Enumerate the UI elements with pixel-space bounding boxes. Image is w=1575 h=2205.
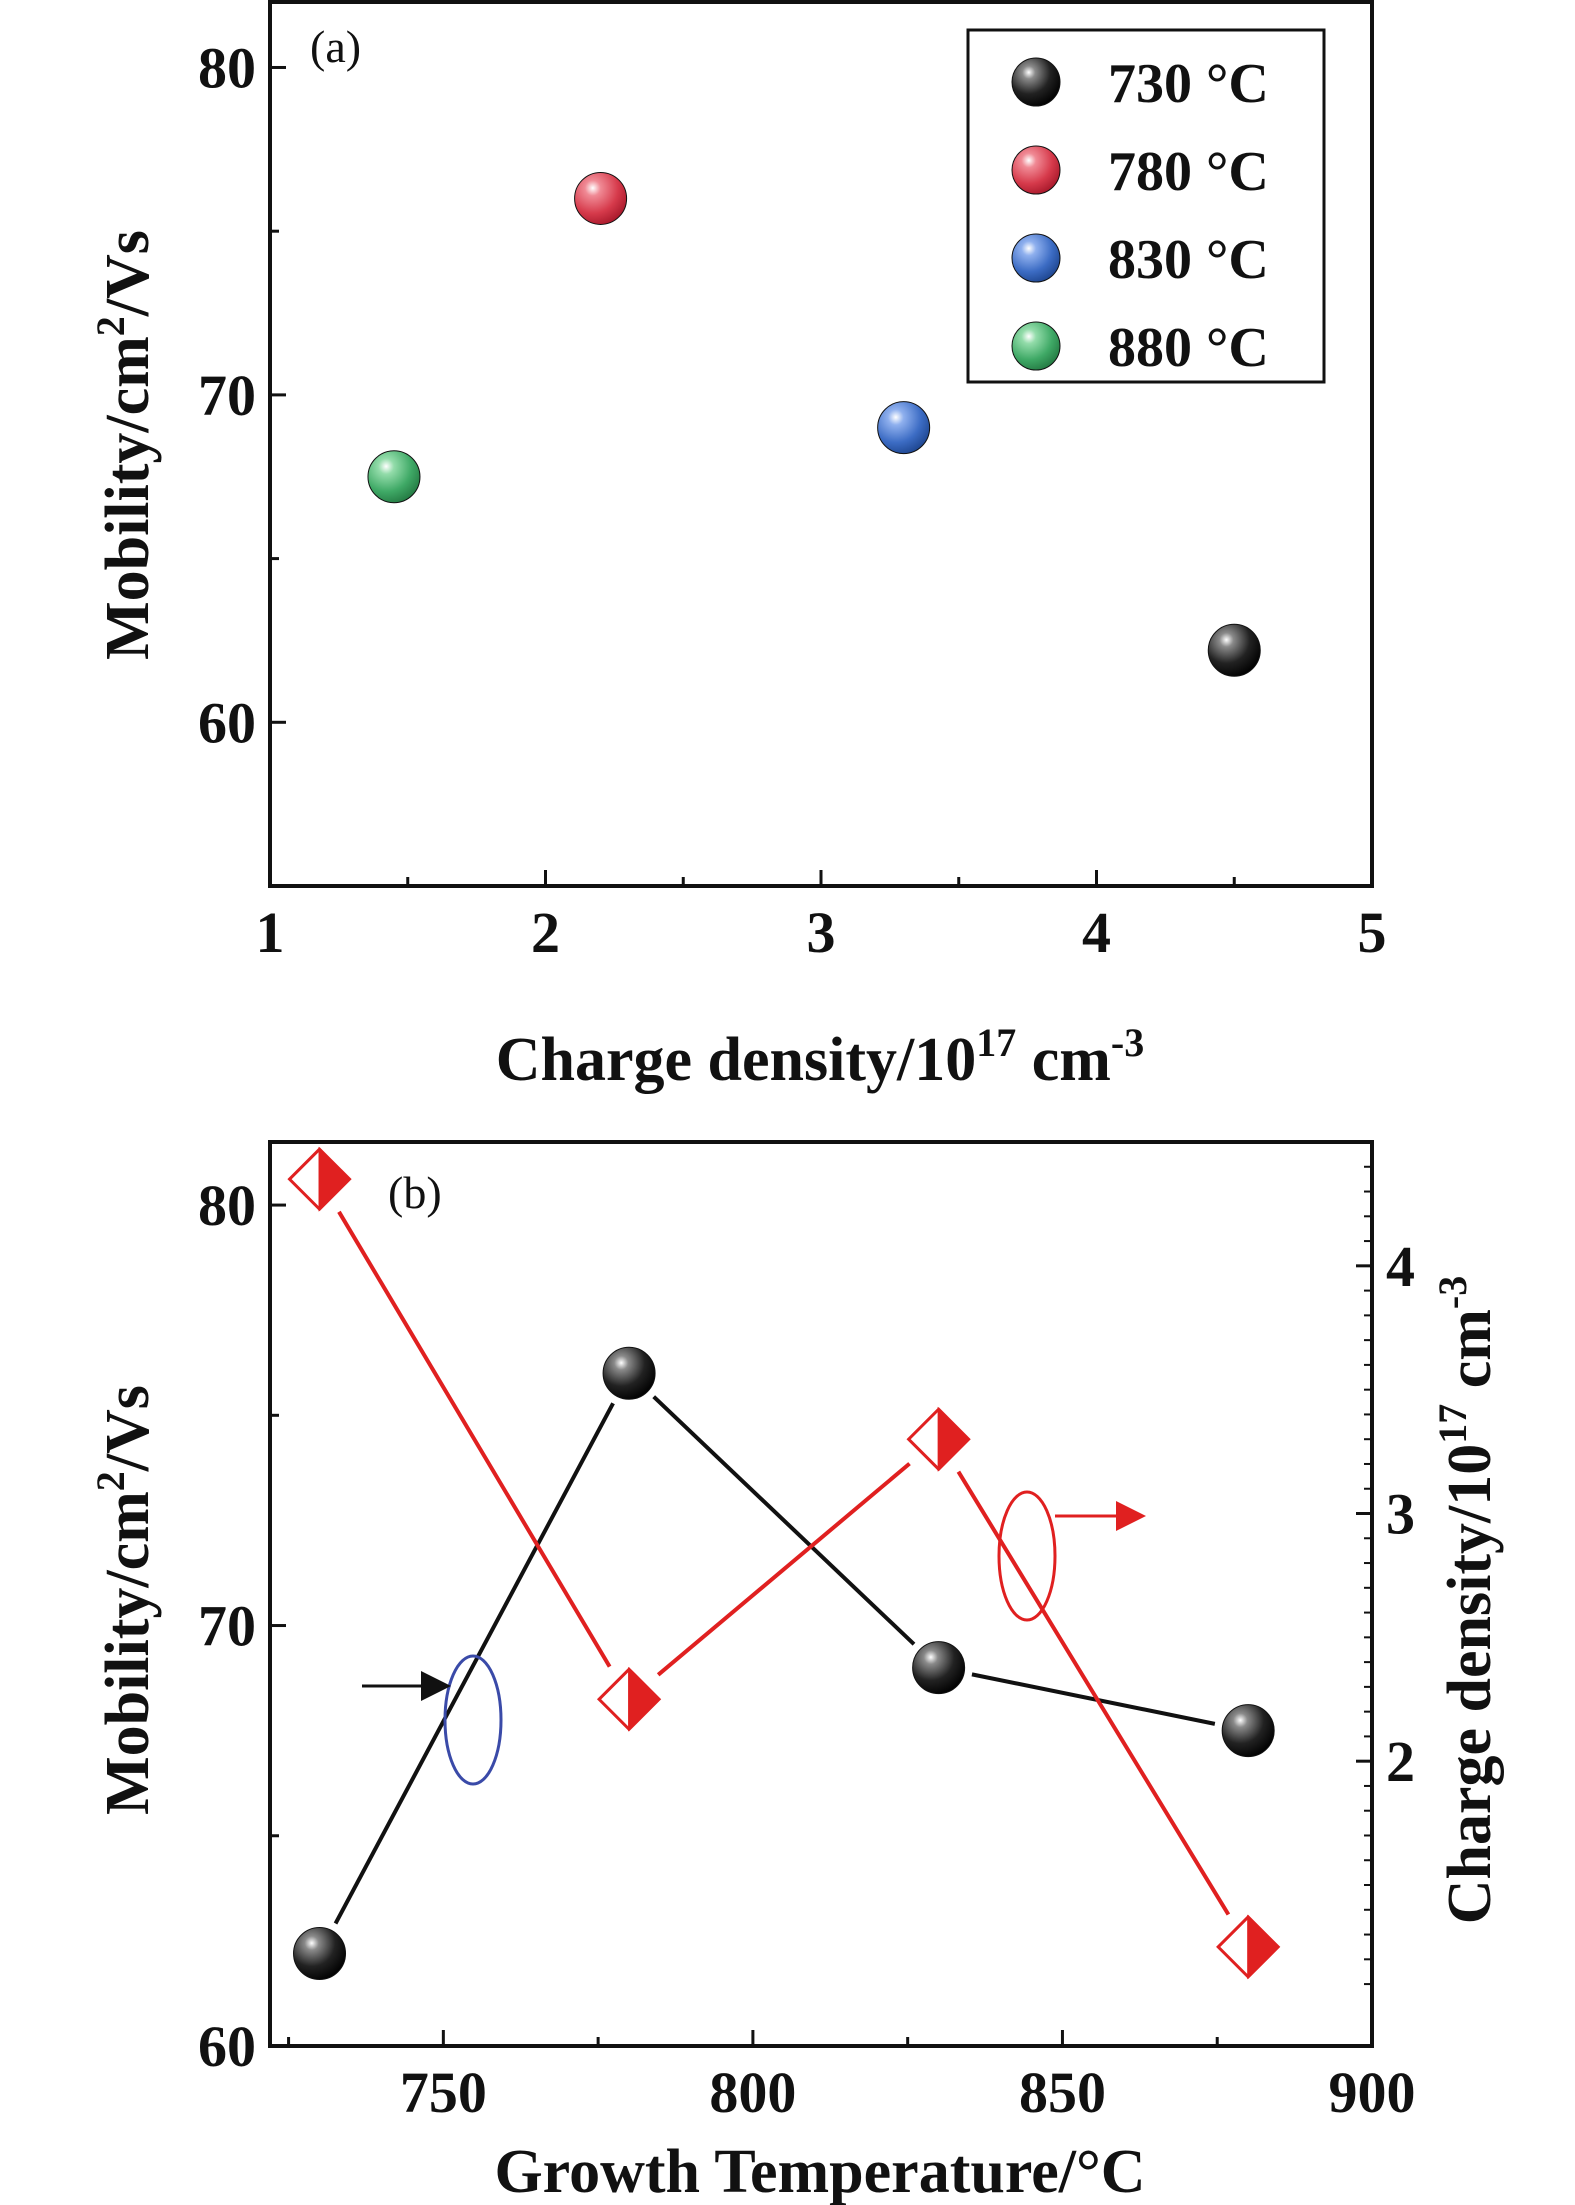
y-right-tick-label-b: 2 [1386,1729,1415,1794]
x-tick-label-b: 750 [400,2060,487,2125]
plot-frame-b [268,1140,1374,2048]
x-tick-label-a: 5 [1358,900,1387,965]
legend-marker-a [1011,145,1061,195]
x-tick-label-a: 4 [1082,900,1111,965]
legend-marker-a [1011,233,1061,283]
x-axis-title-a-sup: 17 [976,1020,1016,1065]
y-tick-label-a: 70 [198,363,256,428]
series-line-b-2 [337,1210,612,1668]
y-axis-right-title-b: Charge density/1017 cm-3 [1430,1276,1504,1925]
panel-b: (b) 750 800 850 900 60 70 80 2 3 4 Growth Tempe… [88,1140,1504,2205]
x-tick-label-b: 850 [1019,2060,1106,2125]
y-axis-right-title-b-unit: cm [1436,1309,1504,1404]
legend-label-a: 780 °C [1108,141,1269,203]
series-line-b-1 [333,1402,615,1925]
data-point-mobility-b [602,1346,656,1400]
y-axis-ticks-a: 60 70 80 [198,35,286,755]
y-tick-label-a: 80 [198,35,256,100]
diamond-fill [937,1406,971,1472]
legend-marker-a [1011,57,1061,107]
left-axis-indicator [362,1654,503,1786]
x-axis-title-a-unit: cm [1016,1026,1111,1094]
data-point-a [574,171,628,225]
legend-a: 730 °C 780 °C 830 °C 880 °C [966,28,1326,384]
x-axis-ticks-b: 750 800 850 900 [287,2030,1416,2125]
right-axis-indicator [997,1490,1146,1622]
x-tick-label-a: 1 [256,900,285,965]
legend-label-a: 880 °C [1108,317,1269,379]
series-line-b-1 [971,1672,1216,1726]
x-axis-ticks-a: 1 2 3 4 5 [256,870,1387,965]
data-point-mobility-b [293,1926,347,1980]
x-axis-title-a-base: Charge density/10 [496,1026,977,1094]
series-line-b-2 [656,1462,911,1677]
x-axis-title-a-unit-sup: -3 [1111,1020,1144,1065]
diamond-fill [628,1666,661,1732]
diamond-fill [318,1146,351,1212]
y-axis-right-title-b-unit-sup: -3 [1430,1276,1475,1309]
data-point-a [1207,623,1261,677]
y-axis-left-title-b-base: Mobility/cm [94,1491,162,1815]
x-axis-title-b: Growth Temperature/°C [494,2138,1145,2205]
y-axis-left-title-b-sup: 2 [88,1471,133,1491]
series-b [287,1146,1281,1980]
y-axis-right-ticks-b: 2 3 4 [1356,1165,1415,1986]
data-point-mobility-b [1221,1704,1275,1758]
panel-a: (a) 1 2 3 4 5 60 70 80 Charge density/1017 cm-… [88,0,1387,1094]
x-tick-label-b: 900 [1329,2060,1416,2125]
data-point-a [877,401,931,455]
y-axis-left-title-b: Mobility/cm2/Vs [88,1385,162,1815]
y-axis-title-a-base: Mobility/cm [94,336,162,660]
panel-label-b: (b) [388,1167,442,1218]
series-line-b-2 [956,1470,1231,1916]
y-axis-left-title-b-tail: /Vs [94,1385,162,1472]
legend-label-a: 730 °C [1108,53,1269,115]
y-tick-label-a: 60 [198,690,256,755]
panel-label-a: (a) [310,21,361,72]
y-right-tick-label-b: 4 [1386,1234,1415,1299]
data-point-charge-b [906,1406,971,1472]
y-axis-right-title-b-base: Charge density/10 [1436,1444,1504,1925]
y-left-tick-label-b: 80 [198,1173,256,1238]
data-point-charge-b [287,1146,352,1212]
data-point-mobility-b [912,1641,966,1695]
y-axis-title-a-sup: 2 [88,316,133,336]
left-axis-indicator-ellipse [443,1654,503,1786]
legend-marker-a [1011,321,1061,371]
data-point-a [367,450,421,504]
x-tick-label-a: 3 [807,900,836,965]
data-points-a [367,171,1261,677]
y-right-tick-label-b: 3 [1386,1482,1415,1547]
y-left-tick-label-b: 70 [198,1594,256,1659]
y-axis-title-a-tail: /Vs [94,230,162,317]
y-left-tick-label-b: 60 [198,2014,256,2079]
x-tick-label-a: 2 [531,900,560,965]
y-axis-left-ticks-b: 60 70 80 [198,1173,286,2079]
legend-label-a: 830 °C [1108,229,1269,291]
right-axis-indicator-ellipse [997,1490,1057,1622]
y-axis-title-a: Mobility/cm2/Vs [88,230,162,660]
data-point-charge-b [596,1666,662,1732]
x-axis-title-a: Charge density/1017 cm-3 [496,1020,1145,1094]
x-tick-label-b: 800 [709,2060,796,2125]
diamond-fill [1247,1914,1280,1980]
series-line-b-1 [652,1395,916,1646]
y-axis-right-title-b-sup: 17 [1430,1404,1475,1444]
data-point-charge-b [1216,1914,1281,1980]
